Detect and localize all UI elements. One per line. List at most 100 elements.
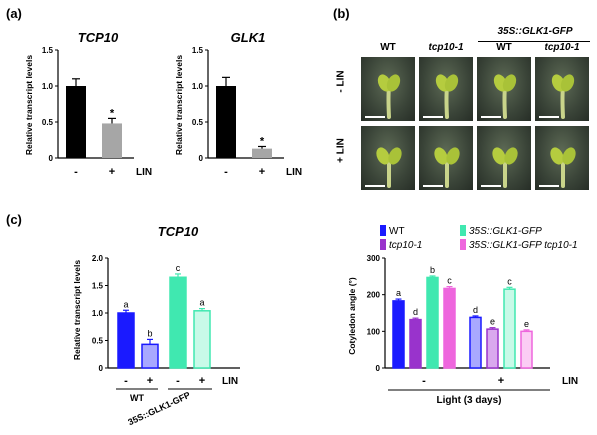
y-tick-label: 1.5 [92, 282, 104, 291]
cotyledon [502, 74, 517, 92]
significance-star: * [260, 135, 265, 147]
panel-c-tcp10-chart: TCP10 0 0.5 1.0 1.5 2.0 Relative transcript le… [72, 224, 240, 427]
cotyledon [376, 147, 390, 165]
y-tick-label: 1.0 [192, 82, 204, 91]
y-tick-label: 0.5 [92, 337, 104, 346]
panel-b-label: (b) [333, 6, 350, 21]
bar [66, 86, 86, 158]
x-axis-label: LIN [136, 167, 152, 178]
row-label: + LIN [335, 138, 347, 163]
x-sign-label: - [422, 375, 426, 387]
legend-swatch [460, 239, 466, 250]
y-tick-label: 2.0 [92, 254, 104, 263]
bar [117, 312, 135, 369]
legend-label: 35S::GLK1-GFP [469, 226, 542, 237]
cotyledon [504, 147, 518, 165]
bar [193, 310, 211, 369]
y-tick-label: 1.5 [42, 46, 54, 55]
significance-letter: e [490, 317, 495, 327]
chart-title: TCP10 [158, 224, 199, 239]
y-tick-label: 300 [367, 254, 381, 263]
seedling-photo [360, 125, 416, 191]
cotyledon [550, 147, 564, 165]
y-tick-label: 0 [49, 154, 54, 163]
seedling-photo [360, 56, 416, 122]
column-label: WT [496, 42, 512, 53]
significance-letter: a [123, 299, 128, 309]
bar [169, 276, 187, 369]
x-sign-label: + [259, 166, 265, 178]
seedling-drawing [365, 147, 402, 188]
significance-letter: e [524, 319, 529, 329]
x-sign-label: - [124, 375, 128, 387]
legend-label: tcp10-1 [389, 240, 422, 251]
x-axis-label: LIN [286, 167, 302, 178]
bar [409, 318, 422, 369]
legend-label: 35S::GLK1-GFP tcp10-1 [469, 240, 578, 251]
seedling-drawing [481, 74, 517, 119]
panel-c-label: (c) [6, 212, 22, 227]
significance-letter: b [147, 328, 152, 338]
significance-letter: a [396, 288, 401, 298]
significance-letter: d [473, 305, 478, 315]
significance-star: * [110, 107, 115, 119]
seedling-photo [476, 56, 532, 122]
seedling-drawing [423, 147, 460, 188]
x-sign-label: + [109, 166, 115, 178]
y-tick-label: 0 [199, 154, 204, 163]
significance-letter: a [199, 298, 204, 308]
x-axis-label: LIN [222, 376, 238, 387]
bar [426, 276, 439, 369]
bar [503, 288, 516, 369]
legend-swatch [380, 225, 386, 236]
seedling-drawing [365, 74, 401, 119]
seedling-photo [534, 125, 590, 191]
cotyledon [446, 147, 460, 165]
y-tick-label: 0 [99, 364, 104, 373]
bar [252, 148, 272, 158]
cotyledon [388, 147, 402, 165]
bar [141, 343, 159, 369]
cotyledon [562, 147, 576, 165]
panel-a-glk1-chart: GLK1 0 0.5 1.0 1.5 Relative transcript levels… [174, 30, 302, 178]
seedling-drawing [481, 147, 518, 188]
y-axis-label: Relative transcript levels [24, 55, 34, 155]
x-sign-label: - [176, 375, 180, 387]
cotyledon [434, 147, 448, 165]
column-label: tcp10-1 [544, 42, 580, 53]
x-sign-label: + [199, 375, 205, 387]
significance-letter: c [507, 276, 512, 286]
significance-letter: b [430, 265, 435, 275]
cotyledon [386, 74, 401, 92]
bar [520, 330, 533, 369]
hypocotyl [560, 85, 565, 119]
legend-swatch [380, 239, 386, 250]
y-tick-label: 0.5 [192, 118, 204, 127]
cotyledon [444, 74, 459, 92]
light-condition-label: Light (3 days) [436, 395, 501, 406]
bar [443, 287, 456, 369]
seedling-photo [418, 125, 474, 191]
row-label: - LIN [335, 70, 347, 93]
bar [486, 328, 499, 369]
group-label: WT [130, 393, 144, 403]
x-sign-label: - [74, 166, 78, 178]
chart-title: TCP10 [78, 30, 119, 45]
seedling-drawing [539, 74, 575, 119]
chart-title: GLK1 [231, 30, 266, 45]
x-sign-label: + [147, 375, 153, 387]
seedling-photo [418, 56, 474, 122]
legend-swatch [460, 225, 466, 236]
y-axis-label: Relative transcript levels [174, 55, 184, 155]
column-label: WT [380, 42, 396, 53]
panel-a-label: (a) [6, 6, 22, 21]
seedling-drawing [423, 74, 459, 119]
significance-letter: c [176, 263, 181, 273]
panel-b-photo-grid: 35S::GLK1-GFP WT tcp10-1 WT tcp10-1 - LIN + … [330, 20, 592, 191]
bar [469, 316, 482, 369]
cotyledon [560, 74, 575, 92]
seedling-photo [476, 125, 532, 191]
hypocotyl [444, 85, 449, 119]
y-axis-label: Cotyledon angle (°) [347, 277, 357, 355]
